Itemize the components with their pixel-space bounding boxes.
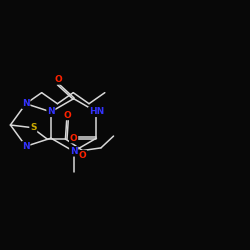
Text: N: N: [70, 147, 78, 156]
Text: O: O: [54, 75, 62, 84]
Text: O: O: [79, 151, 86, 160]
Text: HN: HN: [89, 107, 104, 116]
Text: O: O: [70, 134, 78, 143]
Text: S: S: [30, 123, 36, 132]
Text: N: N: [47, 107, 55, 116]
Text: N: N: [22, 99, 30, 108]
Text: O: O: [64, 110, 72, 120]
Text: N: N: [22, 142, 30, 151]
